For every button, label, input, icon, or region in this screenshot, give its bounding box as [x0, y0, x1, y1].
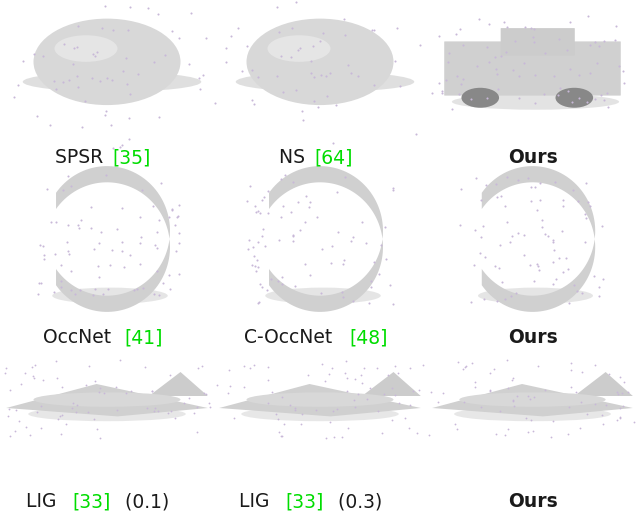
Text: [33]: [33]: [285, 492, 323, 511]
Text: NS: NS: [279, 148, 311, 167]
Ellipse shape: [460, 392, 605, 407]
Polygon shape: [56, 166, 170, 312]
Text: Ours: Ours: [508, 328, 558, 347]
Text: LIG: LIG: [26, 492, 62, 511]
FancyBboxPatch shape: [444, 41, 621, 95]
Polygon shape: [6, 384, 208, 416]
Ellipse shape: [241, 407, 399, 421]
Polygon shape: [149, 372, 208, 396]
Text: C-OccNet: C-OccNet: [244, 328, 339, 347]
Ellipse shape: [268, 35, 330, 62]
Ellipse shape: [478, 287, 593, 304]
Ellipse shape: [461, 88, 499, 108]
Text: Ours: Ours: [508, 492, 558, 511]
Polygon shape: [482, 166, 595, 312]
Polygon shape: [362, 372, 421, 396]
Text: SPSR: SPSR: [54, 148, 109, 167]
Polygon shape: [574, 372, 633, 396]
Ellipse shape: [28, 407, 186, 421]
Text: [64]: [64]: [314, 148, 353, 167]
Text: [33]: [33]: [72, 492, 111, 511]
Ellipse shape: [33, 19, 180, 105]
Ellipse shape: [236, 72, 414, 92]
Text: Ours: Ours: [508, 148, 558, 167]
Ellipse shape: [246, 392, 394, 407]
Ellipse shape: [54, 35, 118, 62]
Text: (0.3): (0.3): [332, 492, 382, 511]
Polygon shape: [219, 384, 421, 416]
FancyBboxPatch shape: [500, 28, 575, 56]
Ellipse shape: [52, 287, 168, 304]
Ellipse shape: [246, 19, 394, 105]
Text: (0.1): (0.1): [118, 492, 169, 511]
Text: [41]: [41]: [124, 328, 163, 347]
Ellipse shape: [33, 392, 180, 407]
Text: LIG: LIG: [239, 492, 275, 511]
Ellipse shape: [265, 287, 381, 304]
Ellipse shape: [454, 407, 611, 421]
Text: [35]: [35]: [113, 148, 151, 167]
Ellipse shape: [556, 88, 593, 108]
Text: OccNet: OccNet: [43, 328, 117, 347]
Ellipse shape: [452, 94, 619, 110]
Ellipse shape: [23, 72, 201, 92]
Polygon shape: [432, 384, 633, 416]
Polygon shape: [269, 166, 383, 312]
Text: [48]: [48]: [349, 328, 388, 347]
